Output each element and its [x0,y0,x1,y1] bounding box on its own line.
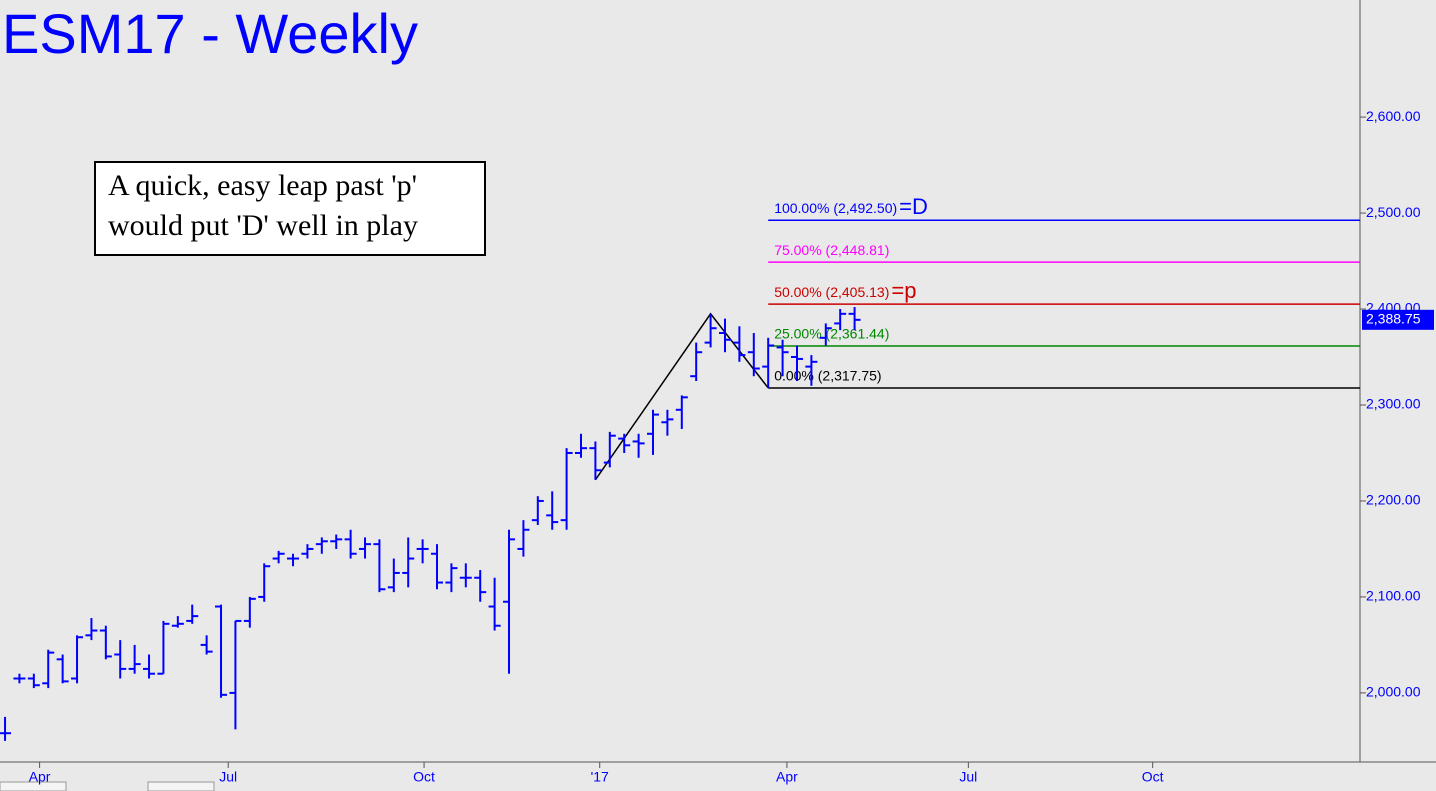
y-tick-label: 2,100.00 [1366,588,1421,604]
scroll-tab[interactable] [147,781,215,791]
level-suffix: =p [891,278,916,303]
x-tick-label: Apr [776,769,798,785]
level-label: 100.00% (2,492.50) [774,200,897,216]
y-tick-label: 2,600.00 [1366,108,1421,124]
scroll-tab[interactable] [0,781,67,791]
level-label: 75.00% (2,448.81) [774,242,889,258]
x-tick-label: Oct [413,769,435,785]
last-price-box [1362,309,1434,330]
y-tick-label: 2,300.00 [1366,396,1421,412]
x-tick-label: Apr [29,769,51,785]
y-tick-label: 2,200.00 [1366,492,1421,508]
x-tick-label: Oct [1142,769,1164,785]
annotation-box [94,161,486,256]
level-label: 0.00% (2,317.75) [774,368,881,384]
x-tick-label: Jul [219,769,237,785]
annotation-line: would put 'D' well in play [108,209,418,242]
y-tick-label: 2,000.00 [1366,684,1421,700]
chart-title: ESM17 - Weekly [2,2,418,65]
annotation-line: A quick, easy leap past 'p' [108,169,417,202]
y-tick-label: 2,500.00 [1366,204,1421,220]
last-price-label: 2,388.75 [1366,311,1421,327]
x-tick-label: '17 [591,769,609,785]
level-label: 50.00% (2,405.13) [774,284,889,300]
level-suffix: =D [899,194,928,219]
level-label: 25.00% (2,361.44) [774,326,889,342]
x-tick-label: Jul [959,769,977,785]
